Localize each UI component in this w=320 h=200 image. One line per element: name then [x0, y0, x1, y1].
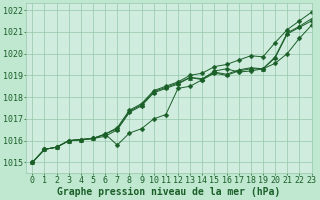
X-axis label: Graphe pression niveau de la mer (hPa): Graphe pression niveau de la mer (hPa) — [57, 186, 281, 197]
